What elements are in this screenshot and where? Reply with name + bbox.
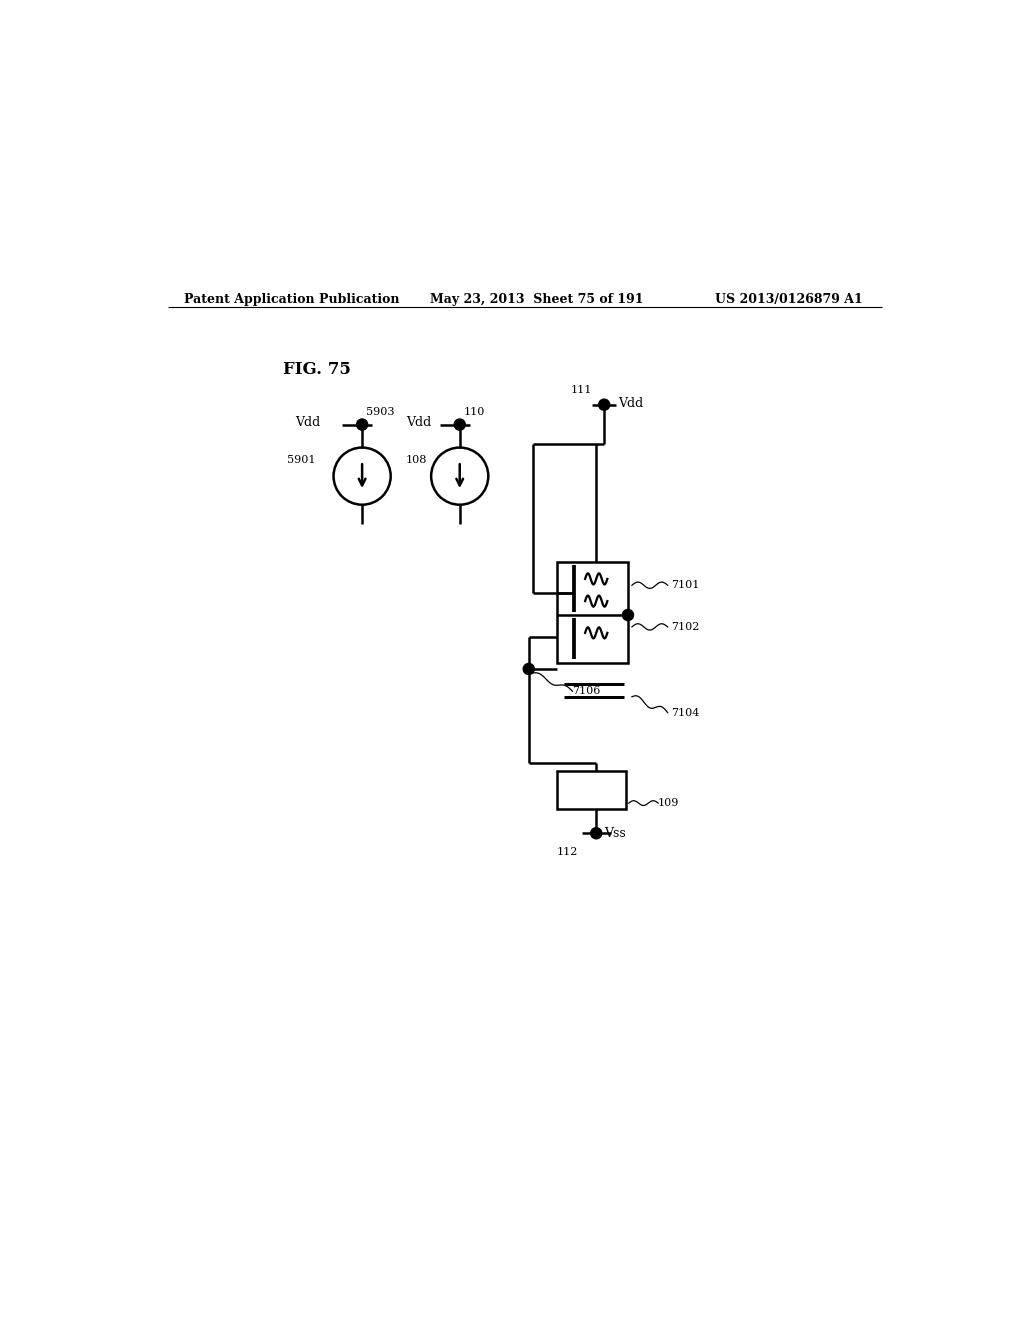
Text: Vdd: Vdd — [406, 417, 431, 429]
Text: 112: 112 — [556, 846, 578, 857]
Circle shape — [599, 399, 609, 411]
Circle shape — [623, 610, 634, 620]
Text: 108: 108 — [406, 455, 427, 465]
Text: US 2013/0126879 A1: US 2013/0126879 A1 — [715, 293, 863, 306]
Text: 5903: 5903 — [367, 407, 394, 417]
Bar — [557, 562, 628, 663]
Text: Vdd: Vdd — [295, 417, 319, 429]
Circle shape — [356, 418, 368, 430]
Text: 7102: 7102 — [672, 622, 700, 632]
Text: 111: 111 — [570, 385, 592, 396]
Circle shape — [523, 664, 535, 675]
Text: Patent Application Publication: Patent Application Publication — [183, 293, 399, 306]
Circle shape — [591, 828, 602, 838]
Circle shape — [455, 418, 465, 430]
Text: Vdd: Vdd — [618, 397, 644, 411]
Text: 7106: 7106 — [572, 686, 601, 696]
Bar — [556, 771, 627, 809]
Text: 7104: 7104 — [672, 708, 700, 718]
Text: 5901: 5901 — [287, 455, 315, 465]
Text: Vss: Vss — [604, 826, 626, 840]
Text: May 23, 2013  Sheet 75 of 191: May 23, 2013 Sheet 75 of 191 — [430, 293, 643, 306]
Text: 7101: 7101 — [672, 581, 700, 590]
Text: 110: 110 — [464, 407, 485, 417]
Text: FIG. 75: FIG. 75 — [283, 360, 350, 378]
Text: 109: 109 — [658, 799, 680, 808]
